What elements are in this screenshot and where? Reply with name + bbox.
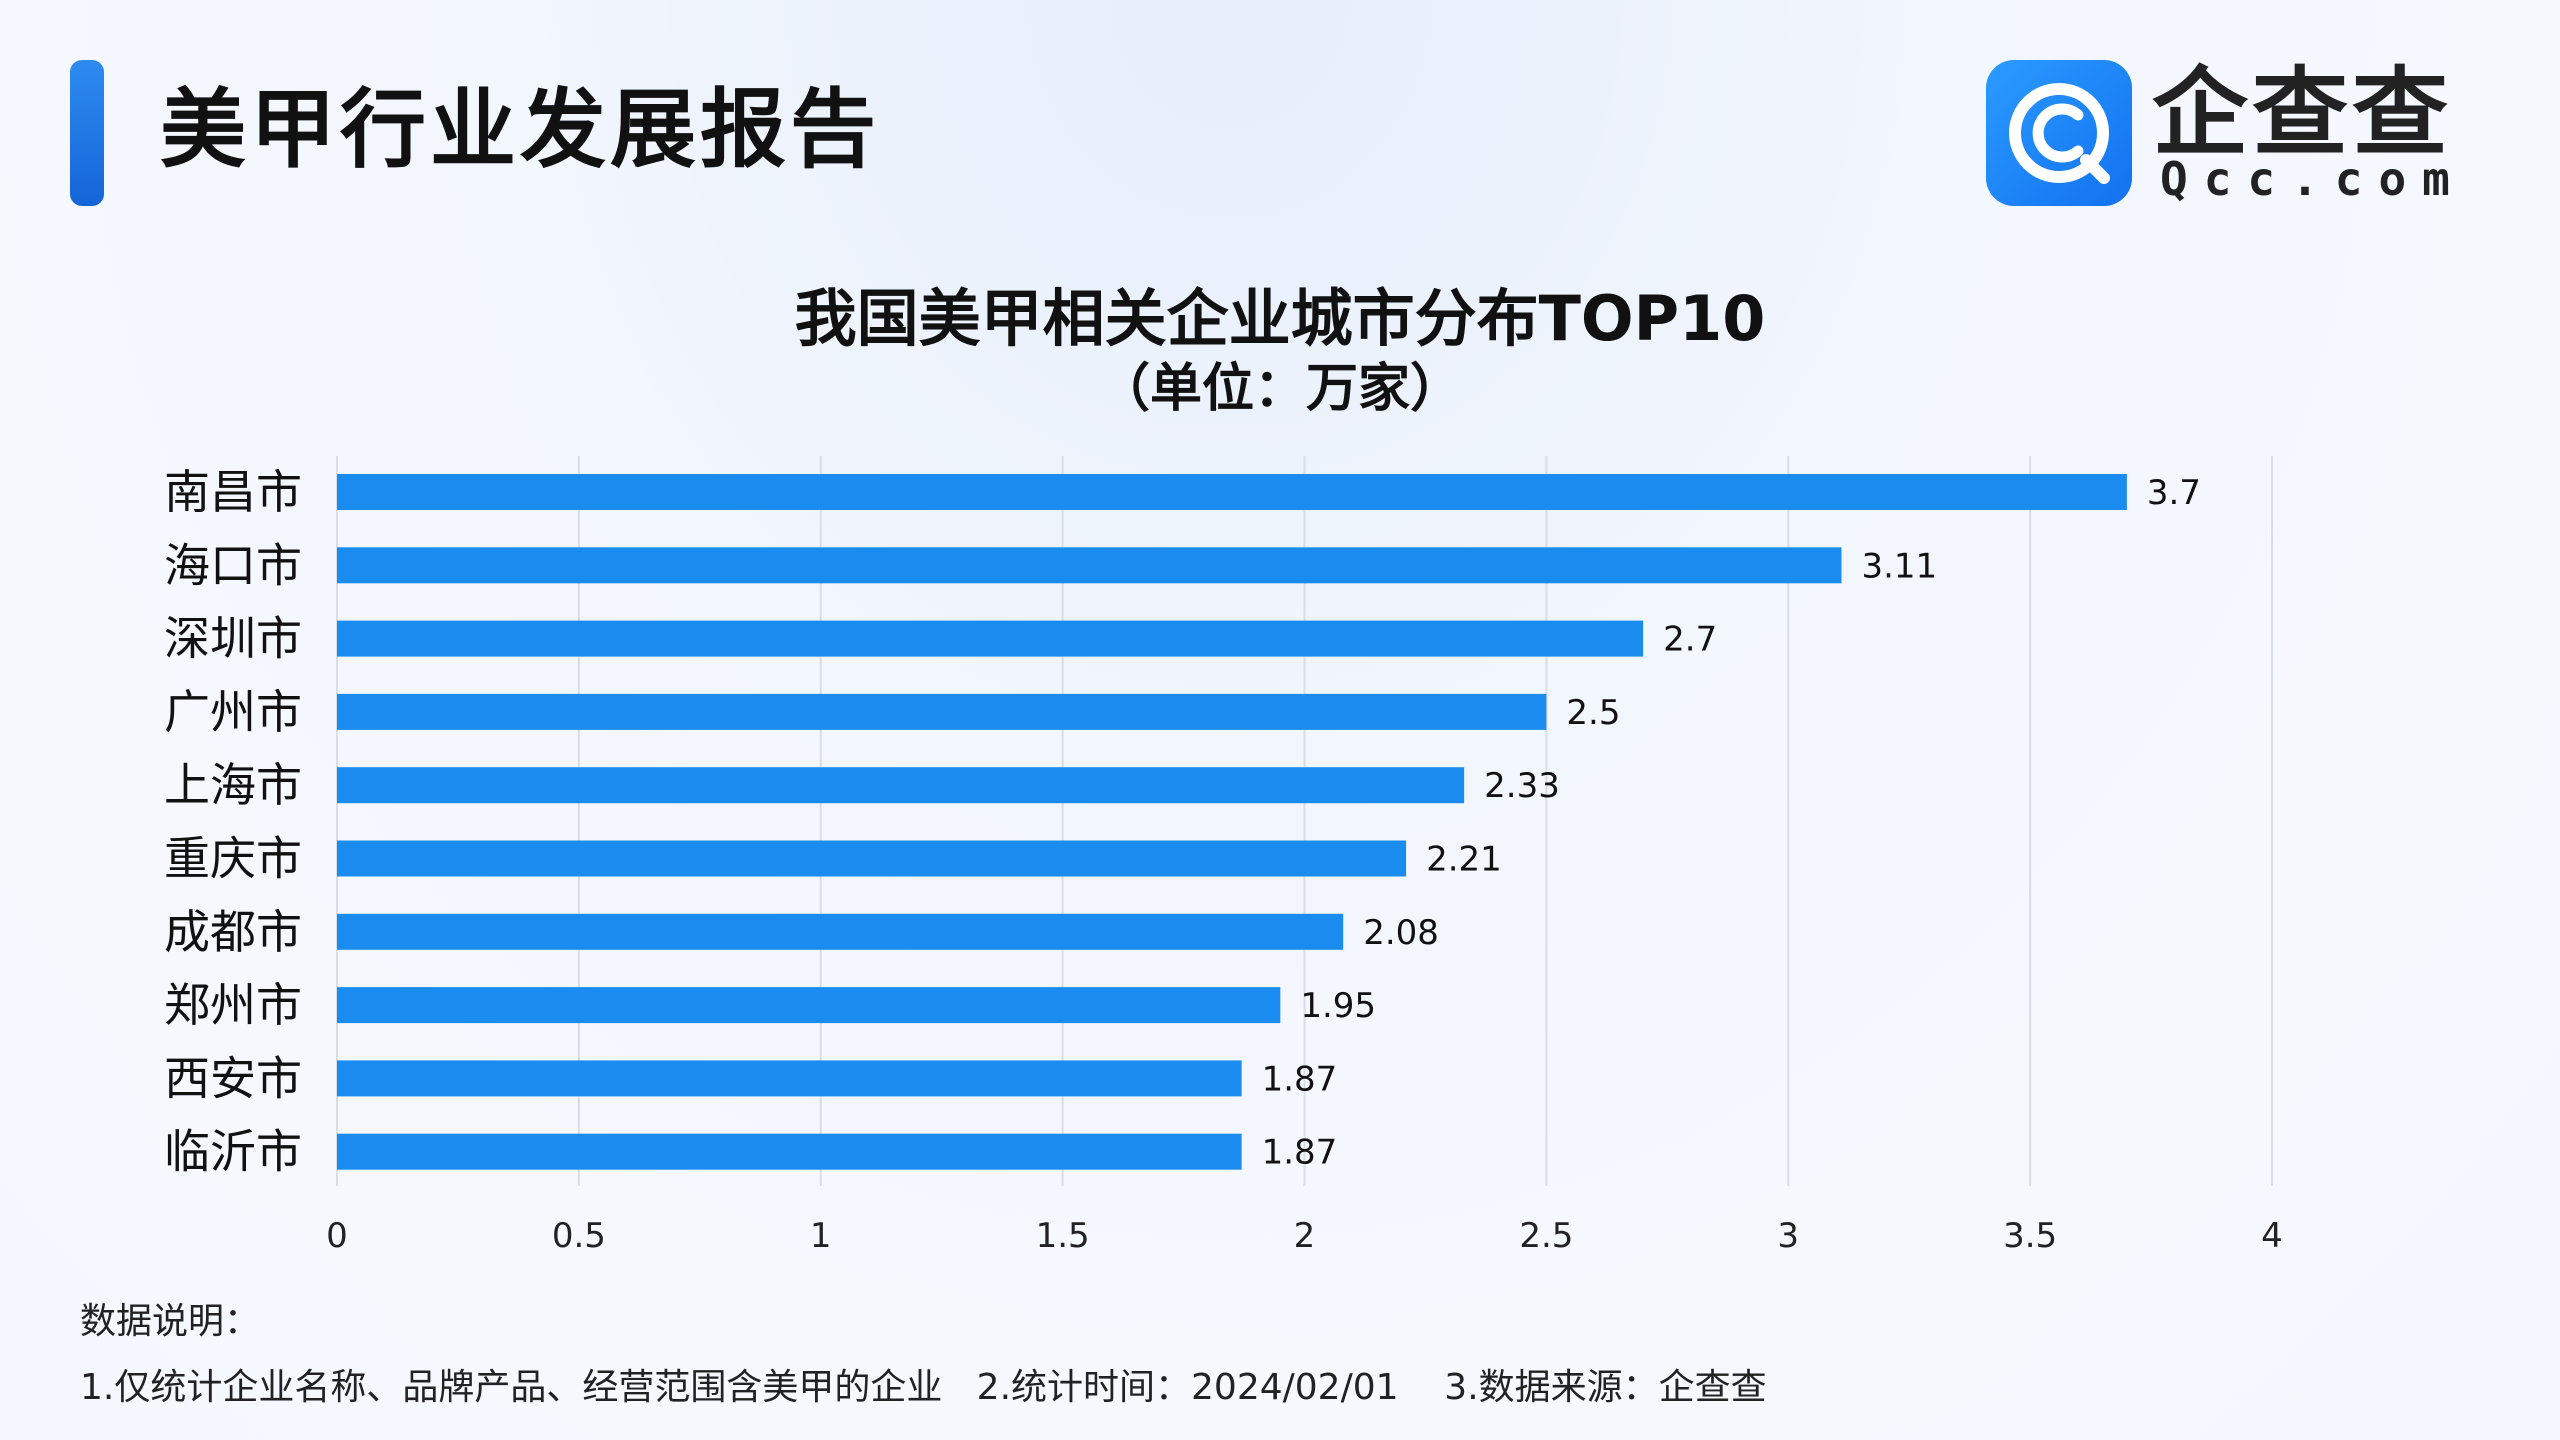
data-label: 1.95 [1300, 986, 1376, 1026]
x-tick-label: 2 [1294, 1216, 1316, 1256]
bar [337, 840, 1407, 877]
data-label: 2.33 [1484, 766, 1560, 806]
data-label: 1.87 [1262, 1059, 1338, 1099]
data-label: 2.7 [1663, 620, 1717, 660]
category-label: 成都市 [164, 905, 302, 959]
data-label: 2.08 [1363, 913, 1439, 953]
x-tick-label: 3 [1777, 1216, 1799, 1256]
bar [337, 693, 1547, 730]
brand-name: 企查查 [2152, 57, 2452, 169]
category-label: 广州市 [164, 685, 302, 739]
bar [337, 474, 2127, 510]
bar [337, 620, 1644, 657]
chart-title: 我国美甲相关企业城市分布TOP10 [794, 282, 1766, 355]
x-tick-label: 2.5 [1519, 1216, 1573, 1256]
bar [337, 767, 1465, 804]
bar [337, 913, 1344, 950]
header-accent-bar [70, 60, 104, 206]
x-tick-label: 3.5 [2003, 1216, 2057, 1256]
category-label: 海口市 [164, 538, 302, 592]
brand-domain: Qcc.com [2160, 152, 2466, 206]
bar [337, 1060, 1242, 1097]
x-tick-label: 4 [2261, 1216, 2283, 1256]
data-label: 2.5 [1566, 693, 1620, 733]
chart-subtitle: （单位：万家） [1097, 359, 1462, 419]
page-title: 美甲行业发展报告 [160, 80, 880, 180]
category-label: 上海市 [164, 758, 302, 812]
x-tick-label: 1 [810, 1216, 832, 1256]
qcc-logo-icon [1986, 60, 2132, 206]
bar [337, 987, 1281, 1024]
notes-title: 数据说明： [80, 1301, 261, 1342]
category-label: 临沂市 [164, 1125, 302, 1179]
data-label: 3.7 [2147, 473, 2201, 513]
data-label: 3.11 [1861, 546, 1937, 586]
bar [337, 547, 1842, 584]
data-label: 1.87 [1262, 1133, 1338, 1173]
qcc-logo-glyph [2009, 83, 2110, 184]
x-tick-label: 0 [326, 1216, 348, 1256]
category-label: 郑州市 [164, 978, 302, 1032]
notes-body: 1.仅统计企业名称、品牌产品、经营范围含美甲的企业 2.统计时间：2024/02… [80, 1367, 1767, 1408]
category-label: 重庆市 [164, 832, 302, 886]
data-label: 2.21 [1426, 840, 1502, 880]
x-tick-label: 0.5 [552, 1216, 606, 1256]
category-label: 南昌市 [164, 465, 302, 519]
category-label: 西安市 [164, 1051, 302, 1105]
x-tick-label: 1.5 [1036, 1216, 1090, 1256]
category-label: 深圳市 [164, 612, 302, 666]
bar [337, 1133, 1242, 1170]
